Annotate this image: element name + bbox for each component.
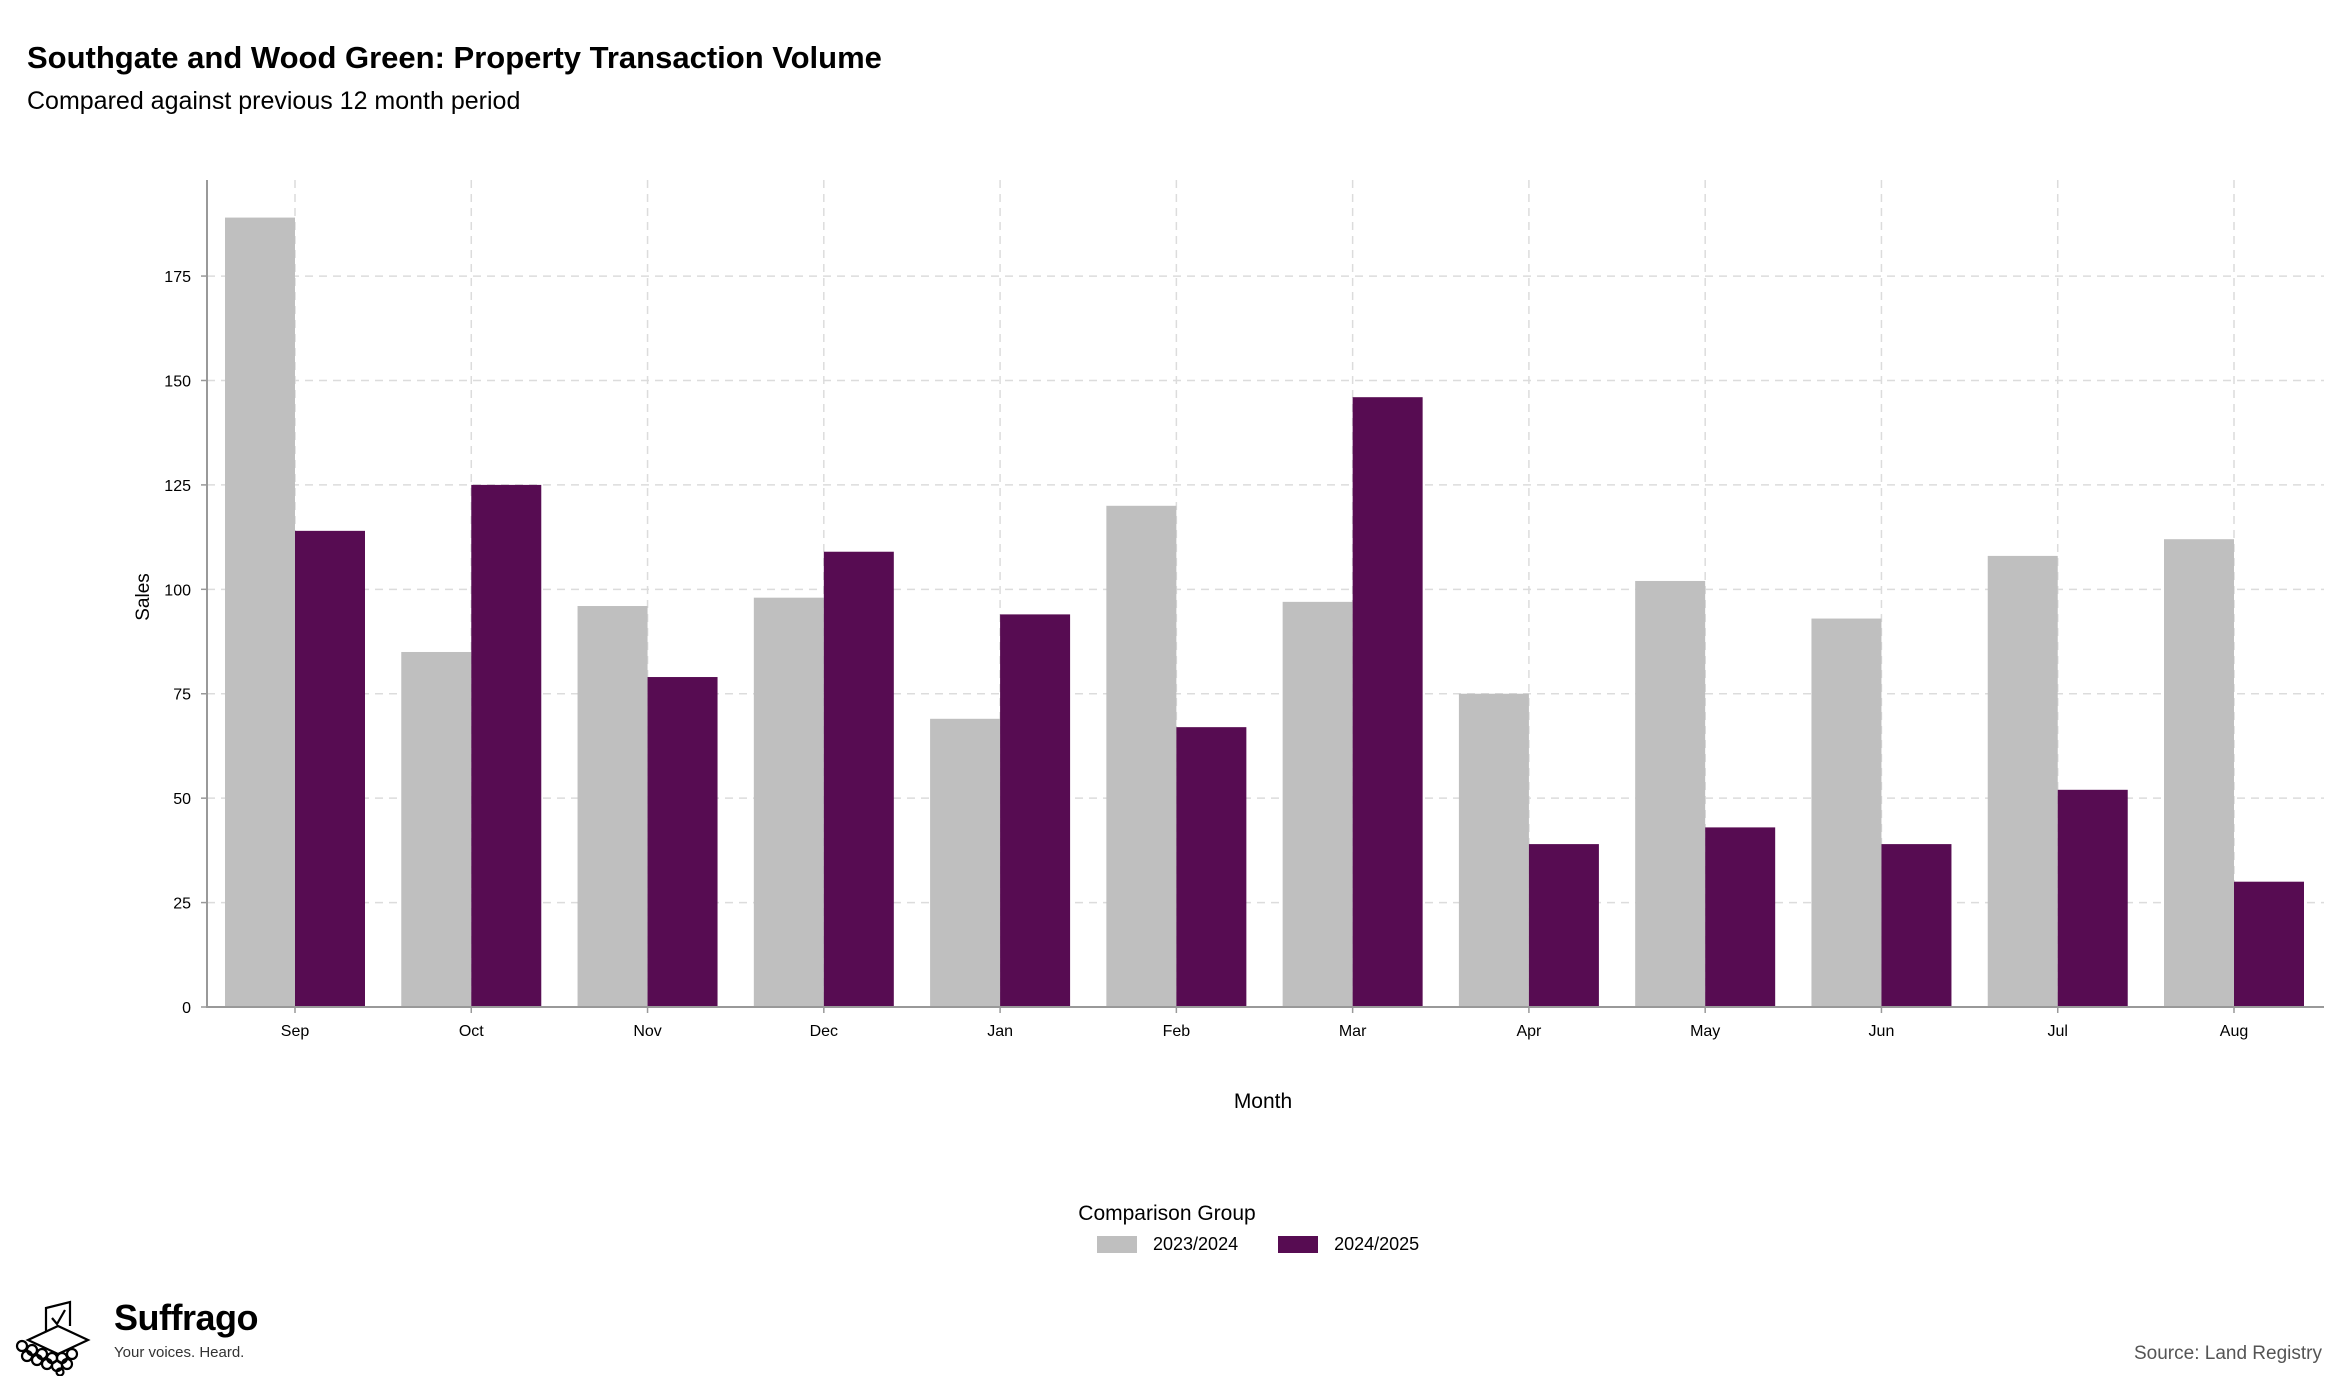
y-axis-label: Sales <box>133 573 154 621</box>
bar-2023-2024-dec <box>753 597 824 1007</box>
bar-2023-2024-oct <box>401 651 472 1007</box>
y-tick-label: 150 <box>164 373 191 390</box>
chart-title: Southgate and Wood Green: Property Trans… <box>27 40 882 75</box>
x-tick-label: Mar <box>1339 1023 1367 1040</box>
logo-tagline: Your voices. Heard. <box>114 1344 245 1361</box>
x-tick-label: Jun <box>1869 1023 1895 1040</box>
bar-2024-2025-jun <box>1881 844 1952 1007</box>
x-tick-label: Feb <box>1163 1023 1191 1040</box>
x-tick-label: Jan <box>987 1023 1013 1040</box>
x-tick-label: Sep <box>281 1023 310 1040</box>
legend-label-2023-2024: 2023/2024 <box>1153 1234 1239 1254</box>
bar-2023-2024-jul <box>1987 555 2058 1007</box>
bar-2024-2025-dec <box>823 551 894 1007</box>
bar-2023-2024-feb <box>1106 505 1177 1007</box>
y-tick-label: 125 <box>164 478 191 495</box>
x-tick-label: Oct <box>459 1023 484 1040</box>
x-axis-label: Month <box>1234 1090 1292 1113</box>
bar-2023-2024-sep <box>225 217 295 1007</box>
chart-subtitle: Compared against previous 12 month perio… <box>27 87 521 115</box>
bar-2023-2024-jun <box>1811 618 1882 1007</box>
bar-2023-2024-nov <box>577 606 648 1007</box>
x-tick-label: May <box>1690 1023 1720 1040</box>
bar-2023-2024-aug <box>2164 539 2234 1007</box>
legend: 2023/2024 2024/2025 <box>1097 1234 1459 1255</box>
y-tick-label: 50 <box>173 791 191 808</box>
logo-name: Suffrago <box>114 1297 259 1338</box>
bar-2024-2025-jan <box>1000 614 1071 1007</box>
bar-2024-2025-sep <box>295 530 365 1007</box>
y-tick-label: 25 <box>173 896 191 913</box>
y-tick-label: 75 <box>173 687 191 704</box>
bar-2024-2025-may <box>1705 827 1776 1007</box>
bar-2024-2025-oct <box>471 484 542 1007</box>
legend-label-2024-2025: 2024/2025 <box>1334 1234 1420 1254</box>
bar-2024-2025-feb <box>1176 727 1247 1007</box>
x-tick-label: Jul <box>2048 1023 2068 1040</box>
bar-2023-2024-mar <box>1282 601 1353 1007</box>
bar-2024-2025-nov <box>647 677 718 1007</box>
legend-swatch-2024-2025 <box>1278 1236 1319 1253</box>
source-note: Source: Land Registry <box>2134 1343 2322 1364</box>
legend-item-2024-2025: 2024/2025 <box>1278 1234 1419 1255</box>
tick-labels: 0 25 50 75 100 125 150 175 Sep Oct Nov Dec Jan Feb Mar… <box>164 269 2248 1040</box>
legend-swatch-2023-2024 <box>1097 1236 1137 1253</box>
y-tick-label: 175 <box>164 269 191 286</box>
bar-2023-2024-apr <box>1458 693 1529 1007</box>
bar-2023-2024-may <box>1635 580 1706 1007</box>
bars <box>225 217 2304 1008</box>
ballot-box-icon <box>15 1300 91 1376</box>
bar-2024-2025-aug <box>2234 881 2304 1007</box>
legend-item-2023-2024: 2023/2024 <box>1097 1234 1238 1255</box>
bar-2023-2024-jan <box>930 718 1001 1007</box>
x-tick-label: Nov <box>633 1023 661 1040</box>
bar-2024-2025-jul <box>2057 789 2128 1007</box>
x-tick-label: Apr <box>1516 1023 1542 1040</box>
axes <box>206 180 2324 1008</box>
bar-2024-2025-mar <box>1352 397 1423 1008</box>
x-tick-label: Aug <box>2220 1023 2248 1040</box>
x-tick-label: Dec <box>810 1023 838 1040</box>
legend-title: Comparison Group <box>1078 1202 1256 1225</box>
y-tick-label: 0 <box>182 1000 191 1017</box>
y-tick-label: 100 <box>164 582 191 599</box>
bar-2024-2025-apr <box>1528 844 1599 1007</box>
suffrago-logo: Suffrago Your voices. Heard. <box>14 1296 259 1376</box>
